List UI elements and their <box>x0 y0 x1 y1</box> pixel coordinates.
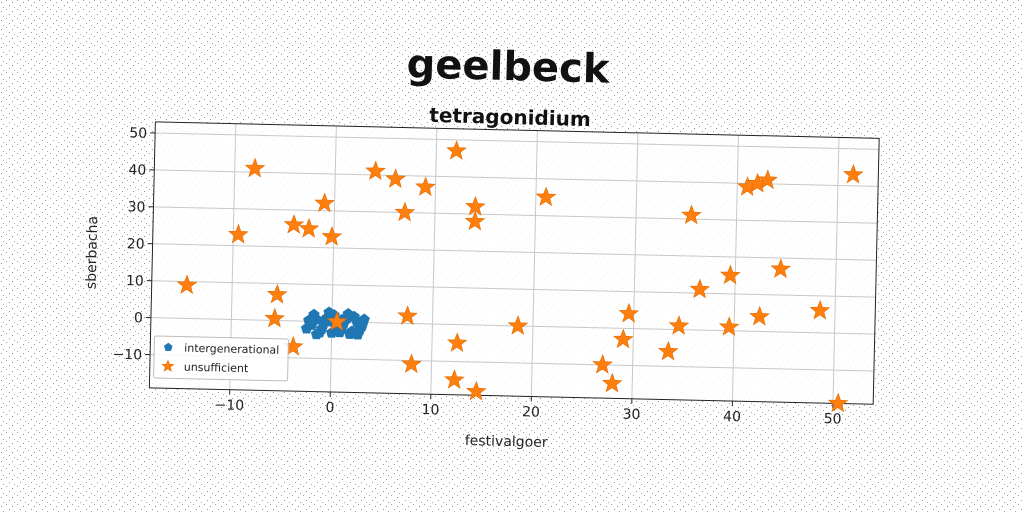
y-tick-label: 40 <box>128 162 146 178</box>
y-tick-label: 30 <box>127 199 145 215</box>
y-tick-label: 20 <box>127 236 145 252</box>
legend: intergenerational unsufficient <box>154 336 289 381</box>
x-axis-label: festivalgoer <box>465 433 548 451</box>
x-tick-label: −10 <box>214 397 244 414</box>
x-tick-label: 50 <box>823 411 841 427</box>
x-tick-label: 30 <box>622 407 640 423</box>
figure-title: geelbeck <box>406 41 611 92</box>
y-tick-label: 50 <box>129 125 147 141</box>
chart-title: tetragonidium <box>429 103 591 131</box>
legend-label-intergenerational: intergenerational <box>184 342 279 357</box>
x-tick-label: 40 <box>723 409 741 425</box>
y-axis-label: sberbacha <box>84 216 102 290</box>
x-tick-label: 10 <box>421 402 439 418</box>
y-tick-label: 10 <box>126 273 144 289</box>
x-tick-label: 20 <box>522 404 540 420</box>
y-tick-label: 0 <box>134 310 143 326</box>
x-tick-label: 0 <box>325 400 334 416</box>
y-tick-label: −10 <box>112 347 142 364</box>
legend-label-unsufficient: unsufficient <box>184 361 249 375</box>
